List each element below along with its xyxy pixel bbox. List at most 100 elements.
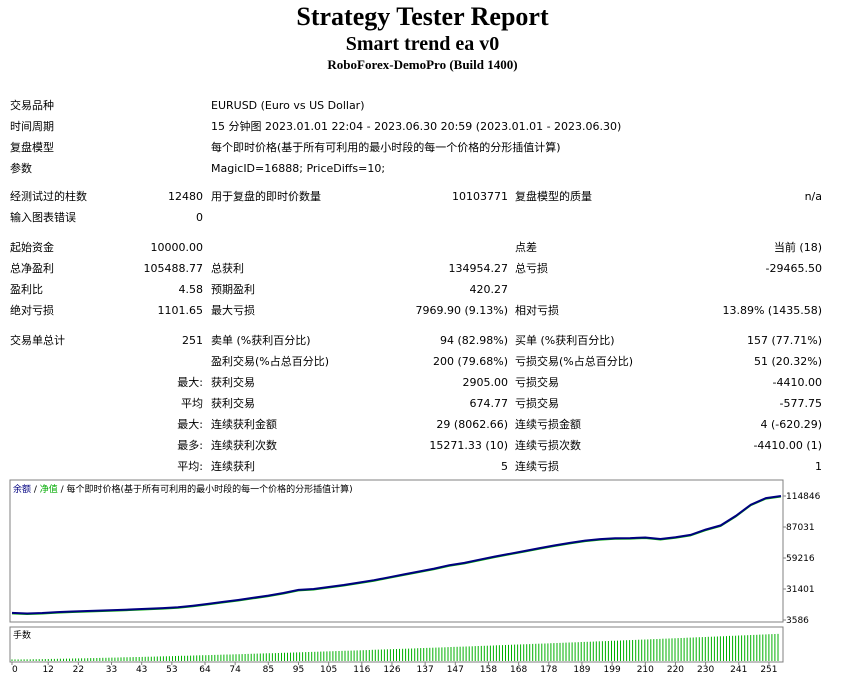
balance-chart-svg: 余额 / 净值 / 每个即时价格(基于所有可利用的最小时段的每一个价格的分形插值… — [9, 479, 821, 675]
long-trades-value: 157 (77.71%) — [746, 334, 822, 347]
expected-payoff-label: 预期盈利 — [211, 283, 255, 296]
model-value: 每个即时价格(基于所有可利用的最小时段的每一个价格的分形插值计算) — [211, 141, 561, 154]
most-consecutive-win-value: 15271.33 (10) — [429, 439, 508, 452]
balance-line — [11, 495, 782, 615]
most-consecutive-loss-label: 连续亏损次数 — [515, 439, 581, 452]
quality-value: n/a — [804, 190, 822, 203]
x-tick-label: 158 — [480, 665, 497, 675]
total-trades-label: 交易单总计 — [10, 334, 65, 347]
x-tick-label: 126 — [383, 665, 400, 675]
legend-equity: 净值 — [40, 483, 58, 495]
x-tick-label: 220 — [667, 665, 684, 675]
absolute-drawdown-value: 1101.65 — [157, 304, 204, 317]
absolute-drawdown-label: 绝对亏损 — [10, 304, 54, 317]
x-tick-label: 22 — [73, 665, 84, 675]
ticks-label: 用于复盘的即时价数量 — [211, 190, 321, 203]
bars-label: 经测试过的柱数 — [10, 190, 87, 203]
largest-win-value: 2905.00 — [462, 376, 509, 389]
x-tick-label: 210 — [637, 665, 654, 675]
max-drawdown-value: 7969.90 (9.13%) — [415, 304, 508, 317]
gross-profit-label: 总获利 — [211, 262, 244, 275]
short-trades-value: 94 (82.98%) — [439, 334, 508, 347]
max-consecutive-loss-value: 4 (-620.29) — [760, 418, 822, 431]
profit-factor-value: 4.58 — [178, 283, 204, 296]
model-label: 复盘模型 — [10, 141, 54, 154]
legend-description: / 每个即时价格(基于所有可利用的最小时段的每一个价格的分形插值计算) — [58, 483, 353, 495]
profit-trades-value: 200 (79.68%) — [432, 355, 508, 368]
most-consecutive-win-label: 连续获利次数 — [211, 439, 277, 452]
max-consecutive-loss-label: 连续亏损金额 — [515, 418, 581, 431]
balance-chart: 余额 / 净值 / 每个即时价格(基于所有可利用的最小时段的每一个价格的分形插值… — [8, 478, 845, 675]
symbol-label: 交易品种 — [10, 99, 54, 112]
long-trades-label: 买单 (%获利百分比) — [515, 334, 615, 347]
x-tick-label: 251 — [760, 665, 777, 675]
quality-label: 复盘模型的质量 — [515, 190, 592, 203]
params-value: MagicID=16888; PriceDiffs=10; — [211, 162, 386, 175]
total-trades-value: 251 — [182, 334, 203, 347]
short-trades-label: 卖单 (%获利百分比) — [211, 334, 311, 347]
relative-drawdown-value: 13.89% (1435.58) — [722, 304, 822, 317]
legend-balance: 余额 — [13, 483, 31, 495]
x-tick-label: 147 — [447, 665, 464, 675]
y-axis-ticks: 114846 87031 59216 31401 3586 — [783, 492, 821, 626]
max-consecutive-win-label: 连续获利金额 — [211, 418, 277, 431]
deposit-value: 10000.00 — [150, 241, 204, 254]
x-tick-label: 85 — [263, 665, 274, 675]
max-consecutive-win-value: 29 (8062.66) — [436, 418, 508, 431]
largest-row-label: 最大: — [177, 376, 203, 389]
symbol-value: EURUSD (Euro vs US Dollar) — [211, 99, 365, 112]
average-row-label: 平均 — [181, 397, 203, 410]
errors-value: 0 — [196, 211, 203, 224]
period-value: 15 分钟图 2023.01.01 22:04 - 2023.06.30 20:… — [211, 120, 622, 133]
average-win-label: 获利交易 — [211, 397, 255, 410]
average-consecutive-win-label: 连续获利 — [211, 460, 255, 473]
x-tick-label: 241 — [730, 665, 747, 675]
gross-loss-value: -29465.50 — [765, 262, 822, 275]
expected-payoff-value: 420.27 — [469, 283, 509, 296]
largest-loss-value: -4410.00 — [772, 376, 822, 389]
x-tick-label: 0 — [12, 665, 18, 675]
x-tick-label: 168 — [510, 665, 527, 675]
x-tick-label: 230 — [697, 665, 714, 675]
deposit-label: 起始资金 — [10, 241, 54, 254]
volume-bars — [11, 633, 779, 661]
server-name: RoboForex-DemoPro (Build 1400) — [327, 57, 518, 72]
y-tick-label: 114846 — [786, 492, 821, 502]
y-tick-label: 59216 — [786, 554, 815, 564]
average-consecutive-win-value: 5 — [501, 460, 508, 473]
volume-label: 手数 — [13, 629, 31, 641]
loss-trades-label: 亏损交易(%占总百分比) — [515, 355, 634, 368]
x-tick-label: 74 — [229, 665, 241, 675]
errors-label: 输入图表错误 — [10, 211, 76, 224]
x-tick-label: 53 — [166, 665, 177, 675]
average-consecutive-loss-value: 1 — [815, 460, 822, 473]
x-axis-ticks: 0 12 22 33 43 53 64 74 85 95 105 116 126 137 147 158 168… — [11, 662, 778, 675]
most-consecutive-loss-value: -4410.00 (1) — [753, 439, 822, 452]
x-tick-label: 137 — [417, 665, 434, 675]
bars-value: 12480 — [168, 190, 203, 203]
most-consecutive-row-label: 最多: — [177, 439, 203, 452]
gross-profit-value: 134954.27 — [448, 262, 509, 275]
spread-value: 当前 (18) — [773, 241, 822, 254]
report-title: Strategy Tester Report — [296, 2, 549, 31]
largest-loss-label: 亏损交易 — [515, 376, 559, 389]
average-win-value: 674.77 — [469, 397, 509, 410]
y-tick-label: 87031 — [786, 523, 815, 533]
y-tick-label: 31401 — [786, 585, 815, 595]
max-consecutive-row-label: 最大: — [177, 418, 203, 431]
main-plot-frame — [9, 479, 784, 623]
y-tick-label: 3586 — [786, 616, 809, 626]
profit-factor-label: 盈利比 — [10, 283, 43, 296]
net-profit-label: 总净盈利 — [10, 262, 54, 275]
largest-win-label: 获利交易 — [211, 376, 255, 389]
relative-drawdown-label: 相对亏损 — [515, 304, 559, 317]
x-tick-label: 105 — [320, 665, 337, 675]
x-tick-label: 95 — [293, 665, 304, 675]
params-label: 参数 — [10, 162, 32, 175]
average-loss-value: -577.75 — [779, 397, 822, 410]
x-tick-label: 199 — [604, 665, 621, 675]
average-consecutive-row-label: 平均: — [177, 460, 203, 473]
x-tick-label: 189 — [573, 665, 590, 675]
average-consecutive-loss-label: 连续亏损 — [515, 460, 559, 473]
gross-loss-label: 总亏损 — [515, 262, 548, 275]
